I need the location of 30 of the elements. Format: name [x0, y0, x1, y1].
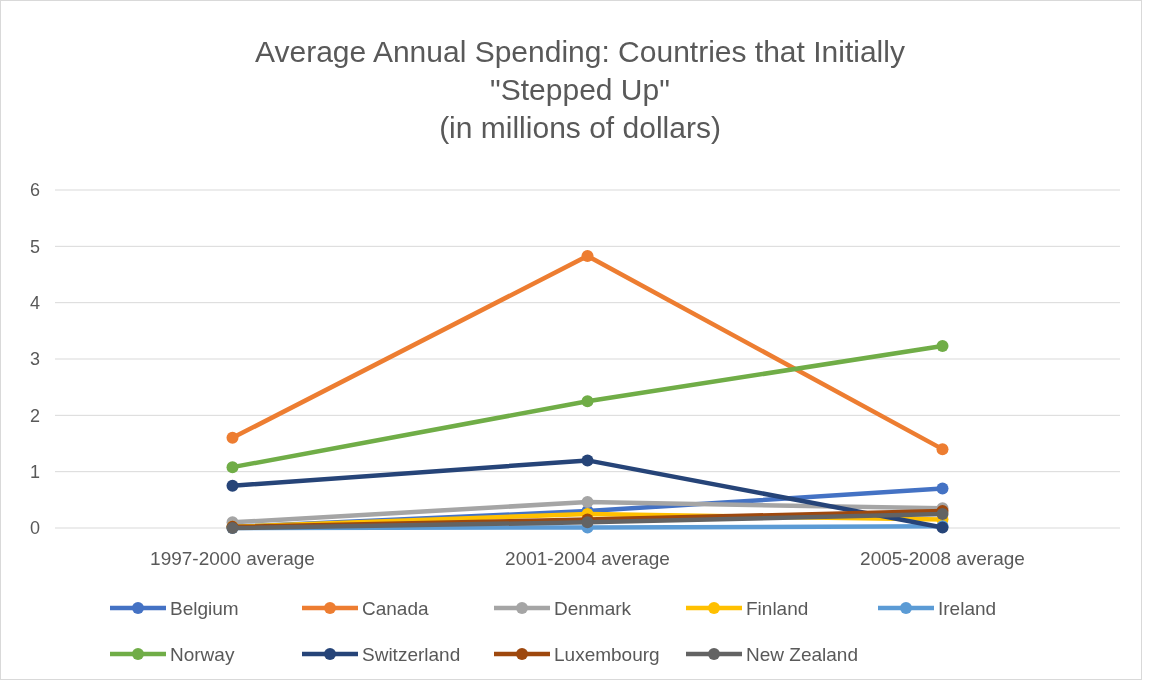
point: [581, 249, 594, 262]
y-tick-label: 0: [29, 518, 41, 539]
y-tick-label: 3: [29, 349, 41, 370]
y-tick-label: 1: [29, 461, 41, 482]
point: [226, 431, 239, 444]
y-tick-label: 6: [29, 180, 41, 201]
legend-label: New Zealand: [746, 643, 858, 665]
point: [936, 443, 949, 456]
legend-label: Canada: [362, 597, 429, 619]
legend-label: Ireland: [938, 597, 997, 619]
legend-label: Belgium: [170, 597, 239, 619]
point: [226, 461, 239, 474]
y-tick-label: 5: [29, 236, 41, 257]
legend-label: Denmark: [554, 597, 632, 619]
x-tick-label: 2001-2004 average: [505, 548, 670, 569]
x-tick-label: 2005-2008 average: [860, 548, 1025, 569]
point: [226, 479, 239, 492]
chart-title: Average Annual Spending: Countries that Initially "Stepped Up" (in millions of dollars): [255, 35, 905, 144]
point: [581, 454, 594, 467]
point: [936, 340, 949, 353]
x-tick-label: 1997-2000 average: [150, 548, 315, 569]
point: [581, 395, 594, 408]
y-tick-label: 2: [29, 405, 41, 426]
legend-label: Norway: [170, 643, 235, 665]
point: [581, 496, 594, 509]
legend-label: Luxembourg: [554, 643, 660, 665]
point: [936, 482, 949, 495]
legend-label: Switzerland: [362, 643, 461, 665]
y-tick-label: 4: [29, 292, 41, 313]
legend-label: Finland: [746, 597, 809, 619]
